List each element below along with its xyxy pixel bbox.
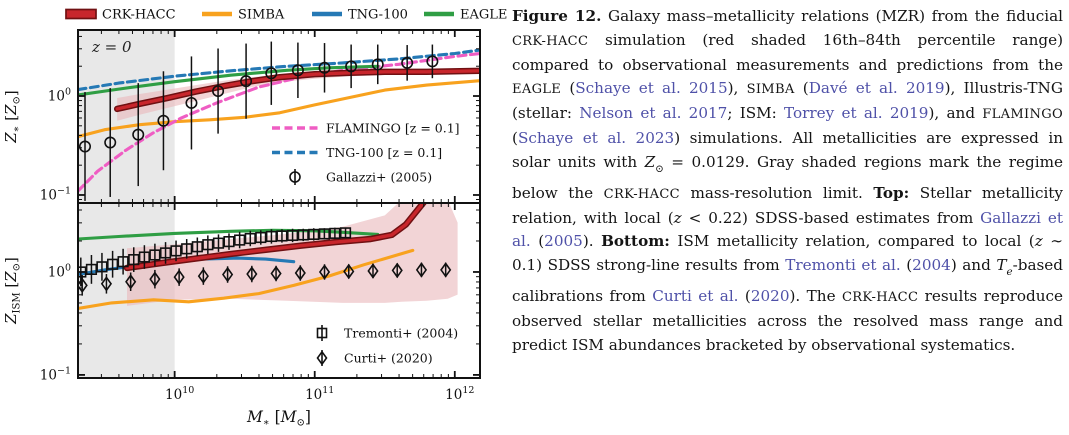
panel-legend-entry: Curti+ (2020) [316, 350, 433, 366]
citation-link[interactable]: 2005 [544, 232, 583, 251]
caption-text: mass-resolution limit. [679, 183, 874, 202]
caption-text: Figure 12. [512, 7, 602, 25]
citation-link[interactable]: Tremonti et al. [785, 256, 901, 275]
caption-text: simulation (red shaded 16th–84th percent… [512, 30, 1063, 74]
caption-text: ) simulations. All metallicities are exp… [512, 128, 1063, 171]
caption-text: ( [530, 232, 545, 251]
citation-link[interactable]: Torrey et al. 2019 [784, 104, 929, 123]
caption-text: T [996, 256, 1007, 275]
caption-text: ( [794, 79, 809, 98]
caption-text: -based calibrations from [512, 256, 1064, 306]
caption-text: FLAMINGO [982, 107, 1063, 123]
series-line-SIMBA [78, 79, 480, 139]
caption-text: ; ISM: [727, 104, 785, 123]
percentile-band [127, 203, 458, 306]
y-tick-label: 100 [48, 87, 71, 105]
caption-text: ⊙ [655, 163, 664, 176]
caption-text: ), [727, 79, 747, 98]
figure-legend-label: TNG-100 [348, 8, 408, 23]
panel-legend-entry: FLAMINGO [z = 0.1] [272, 121, 460, 136]
citation-link[interactable]: 2020 [750, 287, 790, 306]
figure-legend-label: EAGLE [460, 8, 507, 23]
caption-text: CRK-HACC [603, 186, 680, 202]
caption-text: e [1006, 266, 1013, 279]
panel-legend-entry: TNG-100 [z = 0.1] [272, 145, 442, 160]
citation-link[interactable]: Schaye et al. 2023 [517, 128, 675, 147]
panel-legend-label: Curti+ (2020) [344, 351, 433, 366]
panel-ism-metallicity [78, 203, 458, 378]
caption-text: ( [738, 287, 751, 306]
panel-spines [77, 202, 481, 379]
panel-legend-entry: Gallazzi+ (2005) [289, 169, 432, 185]
caption-text: ). [582, 232, 602, 251]
caption-text: ), Illustris-TNG (stellar: [512, 79, 1063, 123]
figure-caption: Figure 12. Galaxy mass–metallicity relat… [512, 5, 1063, 358]
caption-text: Z [644, 152, 656, 171]
caption-text: CRK-HACC [512, 33, 589, 49]
x-tick-label: 1011 [305, 385, 334, 403]
figure-legend-entry: CRK-HACC [65, 8, 176, 23]
caption-text: ISM metallicity relation, compared to lo… [669, 232, 1035, 251]
series-line-EAGLE [78, 228, 380, 241]
caption-text: Galaxy mass–metallicity relations (MZR) … [601, 7, 1063, 25]
citation-link[interactable]: Schaye et al. 2015 [575, 79, 728, 98]
panel-legend-label: FLAMINGO [z = 0.1] [326, 121, 460, 136]
circle-marker-icon [289, 171, 301, 183]
caption-text: ), and [928, 104, 983, 123]
square-marker-icon [316, 327, 328, 339]
caption-text: Top: [873, 183, 910, 202]
mzr-figure: z = 0 100 10−1 Z∗ [Z⊙] 100 10−1 ZISM [Z⊙] 1010 1… [0, 0, 508, 431]
panel-legend-label: TNG-100 [z = 0.1] [326, 145, 442, 160]
caption-text: results reproduce observed stellar metal… [512, 287, 1063, 354]
panel-legend-label: Gallazzi+ (2005) [326, 170, 432, 185]
x-axis-label: M∗ [M⊙] [246, 408, 311, 429]
caption-text: < 0.22) SDSS-based estimates from [681, 208, 981, 227]
citation-link[interactable]: Gallazzi et al. [512, 208, 1063, 251]
panel-legend-label: Tremonti+ (2004) [344, 326, 458, 341]
y-axis-label-stellar-metallicity: Z∗ [Z⊙] [2, 90, 23, 144]
x-tick-label: 1012 [445, 385, 474, 403]
figure-legend-label: CRK-HACC [102, 8, 176, 23]
figure-legend-entry: TNG-100 [312, 8, 408, 23]
x-tick-label: 1010 [165, 385, 194, 403]
caption-text: z [1034, 232, 1043, 251]
caption-text: CRK-HACC [841, 290, 919, 306]
figure-legend-entry: SIMBA [202, 8, 285, 23]
citation-link[interactable]: Nelson et al. 2017 [579, 104, 728, 123]
series-line-FLAMINGO [z = 0.1] [78, 51, 480, 193]
y-axis-label-ism-metallicity: ZISM [Z⊙] [2, 257, 23, 325]
y-tick-label: 10−1 [40, 365, 71, 383]
caption-text: ). The [789, 287, 842, 306]
caption-text: ∼ 0.1) SDSS strong-line results from [512, 232, 1063, 275]
diamond-marker-icon [316, 350, 328, 366]
caption-text: SIMBA [746, 82, 795, 98]
series-line-SIMBA [78, 248, 415, 311]
legend-patch-handle [65, 8, 97, 20]
y-tick-label: 10−1 [40, 185, 71, 203]
series-points-Curti+ (2020) [78, 262, 452, 296]
caption-text: Stellar metallicity relation, with local… [512, 183, 1063, 227]
citation-link[interactable]: 2004 [912, 256, 951, 275]
series-points-Gallazzi+ (2005) [79, 41, 439, 201]
panel-legend-entry: Tremonti+ (2004) [316, 325, 458, 341]
citation-link[interactable]: Davé et al. 2019 [808, 79, 945, 98]
figure-legend-label: SIMBA [238, 8, 285, 23]
caption-text: ( [900, 256, 913, 275]
caption-text: Bottom: [601, 232, 670, 251]
y-tick-label: 100 [48, 262, 71, 280]
figure-legend-entry: EAGLE [424, 8, 507, 23]
caption-text: ) and [950, 256, 997, 275]
caption-text: ( [512, 128, 518, 147]
series-line-CRK-HACC [125, 203, 426, 270]
mzr-figure-chart: z = 0 100 10−1 Z∗ [Z⊙] 100 10−1 ZISM [Z⊙] 1010 1… [2, 8, 507, 429]
panel-stellar-metallicity [78, 30, 480, 203]
caption-text: EAGLE [512, 82, 562, 98]
caption-text: = 0.0129. Gray shaded regions mark the r… [512, 152, 1063, 202]
caption-text: ( [561, 79, 576, 98]
citation-link[interactable]: Curti et al. [652, 287, 739, 306]
redshift-annotation: z = 0 [91, 38, 132, 56]
series-line-EAGLE [78, 64, 380, 97]
caption-text: z [673, 208, 682, 227]
